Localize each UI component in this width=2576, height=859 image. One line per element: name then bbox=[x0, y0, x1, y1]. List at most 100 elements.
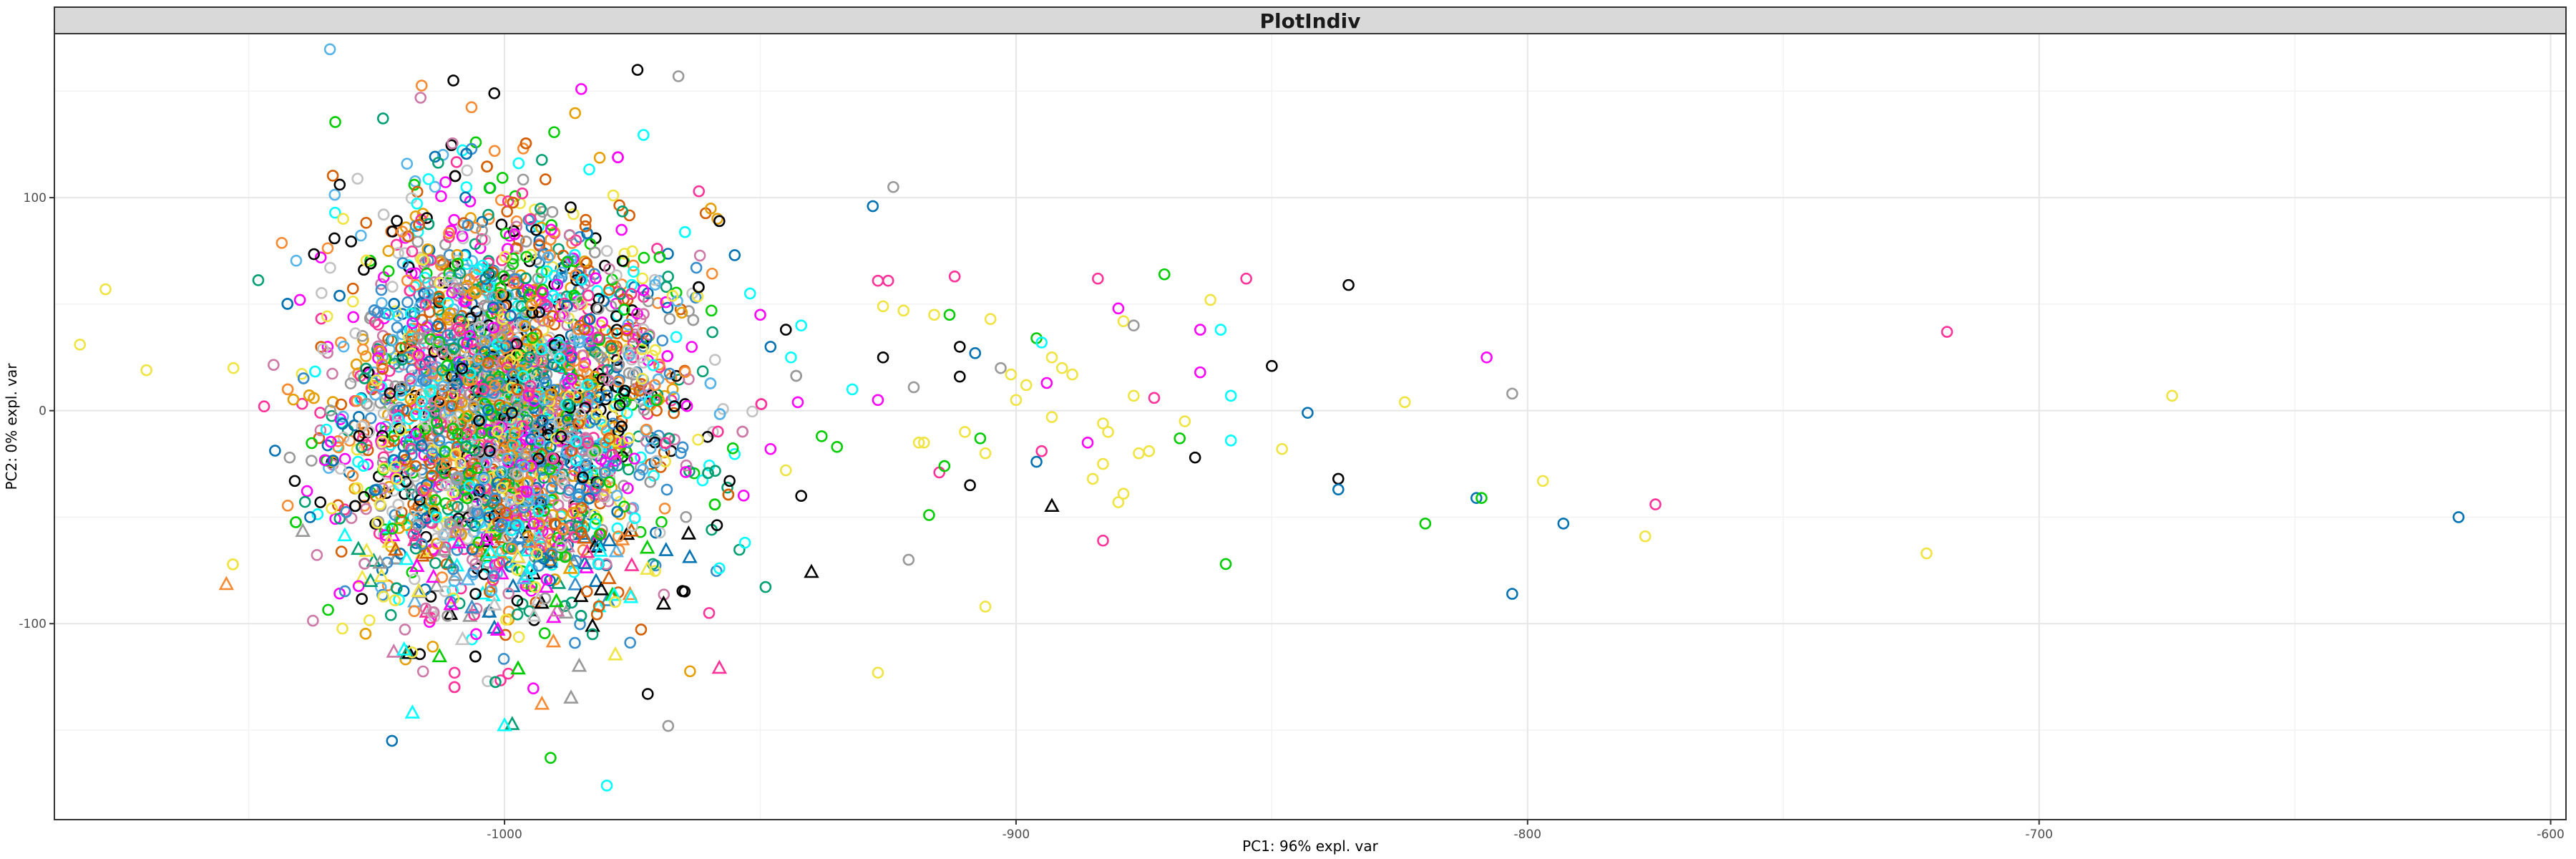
cluster-point bbox=[326, 367, 338, 380]
cluster-point bbox=[532, 273, 544, 285]
cluster-point bbox=[625, 278, 638, 291]
cluster-point bbox=[356, 593, 368, 605]
data-point bbox=[877, 300, 889, 313]
cluster-point bbox=[495, 288, 508, 301]
cluster-point bbox=[461, 518, 473, 530]
data-point bbox=[938, 460, 951, 472]
cluster-point bbox=[440, 479, 452, 492]
data-point bbox=[1398, 396, 1411, 409]
cluster-point bbox=[537, 472, 550, 484]
cluster-point bbox=[501, 243, 514, 255]
cluster-point bbox=[374, 345, 386, 358]
cluster-point bbox=[518, 460, 530, 472]
cluster-point bbox=[656, 334, 669, 346]
cluster-point bbox=[473, 414, 485, 427]
cluster-point bbox=[391, 472, 403, 485]
data-point bbox=[2452, 511, 2465, 523]
cluster-point bbox=[447, 361, 460, 374]
cluster-point bbox=[507, 258, 519, 271]
cluster-point bbox=[316, 287, 328, 299]
cluster-point bbox=[660, 281, 673, 293]
cluster-point bbox=[461, 337, 474, 350]
cluster-point bbox=[332, 499, 344, 512]
cluster-point bbox=[360, 217, 372, 229]
cluster-point bbox=[320, 423, 333, 436]
cluster-point bbox=[414, 359, 426, 371]
data-point bbox=[140, 364, 152, 377]
cluster-point bbox=[346, 470, 359, 482]
cluster-point bbox=[593, 581, 610, 596]
data-point bbox=[563, 689, 579, 704]
data-point bbox=[846, 383, 859, 396]
cluster-point bbox=[314, 251, 327, 263]
cluster-point bbox=[608, 646, 623, 661]
data-point bbox=[227, 361, 240, 374]
cluster-point bbox=[532, 452, 545, 465]
cluster-point bbox=[610, 490, 623, 502]
cluster-point bbox=[333, 587, 346, 600]
cluster-point bbox=[639, 539, 655, 554]
cluster-point bbox=[680, 510, 692, 523]
cluster-point bbox=[386, 281, 399, 293]
cluster-point bbox=[592, 600, 605, 613]
cluster-point bbox=[399, 550, 415, 566]
cluster-point bbox=[509, 548, 526, 563]
cluster-point bbox=[496, 482, 508, 495]
cluster-point bbox=[470, 305, 483, 318]
cluster-point bbox=[535, 154, 548, 166]
cluster-point bbox=[622, 319, 635, 331]
data-point bbox=[1649, 498, 1662, 510]
cluster-point bbox=[516, 420, 528, 432]
data-point bbox=[1174, 432, 1186, 445]
cluster-point bbox=[449, 170, 462, 183]
cluster-point bbox=[587, 538, 602, 553]
cluster-point bbox=[404, 284, 416, 297]
cluster-point bbox=[755, 398, 768, 410]
cluster-point bbox=[410, 408, 422, 420]
cluster-point bbox=[419, 602, 432, 615]
cluster-point bbox=[600, 558, 613, 571]
cluster-point bbox=[377, 591, 390, 603]
cluster-point bbox=[388, 298, 401, 310]
cluster-point bbox=[479, 346, 491, 359]
cluster-point bbox=[589, 246, 601, 258]
cluster-point bbox=[540, 304, 552, 316]
cluster-point bbox=[629, 367, 642, 379]
cluster-point bbox=[470, 602, 483, 615]
cluster-point bbox=[616, 205, 629, 218]
cluster-point bbox=[549, 573, 561, 586]
cluster-point bbox=[415, 79, 428, 92]
data-point bbox=[713, 562, 726, 575]
data-point bbox=[1266, 359, 1278, 372]
cluster-point bbox=[589, 518, 601, 530]
cluster-point bbox=[618, 304, 630, 316]
cluster-point bbox=[482, 560, 494, 573]
cluster-point bbox=[421, 212, 433, 224]
cluster-point bbox=[504, 493, 517, 506]
cluster-point bbox=[539, 592, 552, 605]
cluster-point bbox=[443, 248, 456, 261]
data-point bbox=[693, 185, 706, 198]
cluster-point bbox=[623, 349, 635, 361]
cluster-point bbox=[329, 206, 341, 219]
cluster-point bbox=[421, 478, 433, 491]
cluster-point bbox=[379, 307, 392, 320]
cluster-point bbox=[575, 414, 587, 427]
cluster-point bbox=[411, 331, 424, 344]
data-point bbox=[779, 324, 792, 336]
cluster-point bbox=[592, 302, 605, 315]
data-point bbox=[816, 430, 828, 442]
cluster-point bbox=[482, 603, 497, 618]
cluster-point bbox=[574, 618, 586, 631]
cluster-point bbox=[321, 310, 333, 323]
cluster-point bbox=[592, 331, 604, 344]
cluster-point bbox=[443, 596, 459, 611]
cluster-point bbox=[252, 274, 265, 286]
cluster-point bbox=[659, 437, 672, 450]
cluster-point bbox=[394, 424, 407, 437]
cluster-point bbox=[578, 255, 591, 268]
cluster-point bbox=[462, 608, 478, 622]
cluster-point bbox=[422, 173, 435, 185]
cluster-point bbox=[416, 332, 429, 345]
cluster-point bbox=[571, 520, 584, 533]
